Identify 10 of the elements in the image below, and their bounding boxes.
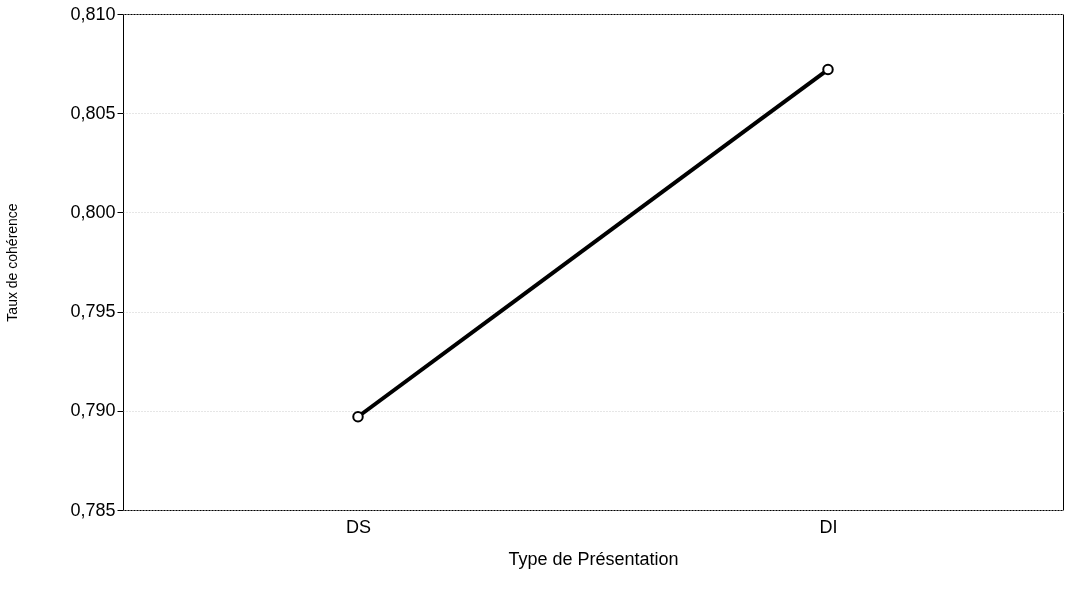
x-axis-title: Type de Présentation [508, 548, 679, 569]
y-tick-label: 0,790 [70, 400, 116, 421]
y-tick-label: 0,805 [70, 102, 116, 123]
y-tick-label: 0,800 [70, 201, 116, 222]
x-tick-label: DI [819, 516, 838, 537]
y-tick-label: 0,810 [70, 3, 116, 24]
y-axis-title: Taux de cohérence [4, 203, 21, 322]
x-tick-label: DS [345, 516, 372, 537]
y-tick-label: 0,795 [70, 301, 116, 322]
y-tick-label: 0,785 [70, 499, 116, 520]
